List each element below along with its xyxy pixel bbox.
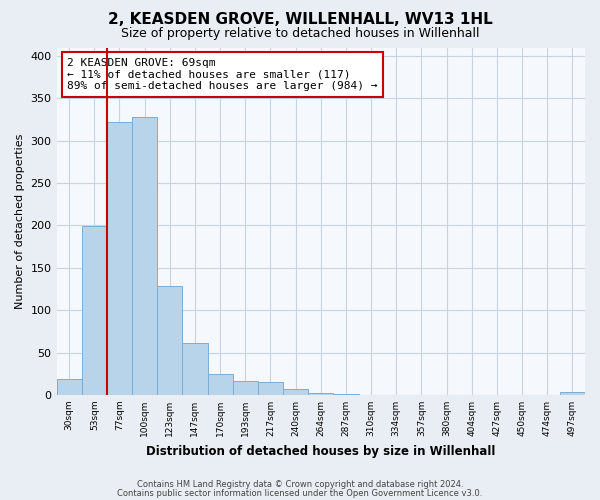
- Bar: [283, 389, 308, 395]
- Bar: [132, 117, 157, 395]
- X-axis label: Distribution of detached houses by size in Willenhall: Distribution of detached houses by size …: [146, 444, 496, 458]
- Text: Size of property relative to detached houses in Willenhall: Size of property relative to detached ho…: [121, 28, 479, 40]
- Bar: [258, 382, 283, 395]
- Text: 2, KEASDEN GROVE, WILLENHALL, WV13 1HL: 2, KEASDEN GROVE, WILLENHALL, WV13 1HL: [107, 12, 493, 28]
- Bar: [56, 379, 82, 395]
- Bar: [308, 393, 334, 395]
- Bar: [157, 286, 182, 395]
- Bar: [560, 392, 585, 395]
- Text: Contains public sector information licensed under the Open Government Licence v3: Contains public sector information licen…: [118, 488, 482, 498]
- Bar: [107, 122, 132, 395]
- Text: 2 KEASDEN GROVE: 69sqm
← 11% of detached houses are smaller (117)
89% of semi-de: 2 KEASDEN GROVE: 69sqm ← 11% of detached…: [67, 58, 377, 91]
- Bar: [82, 226, 107, 395]
- Bar: [182, 343, 208, 395]
- Y-axis label: Number of detached properties: Number of detached properties: [15, 134, 25, 309]
- Bar: [334, 394, 359, 395]
- Text: Contains HM Land Registry data © Crown copyright and database right 2024.: Contains HM Land Registry data © Crown c…: [137, 480, 463, 489]
- Bar: [208, 374, 233, 395]
- Bar: [233, 382, 258, 395]
